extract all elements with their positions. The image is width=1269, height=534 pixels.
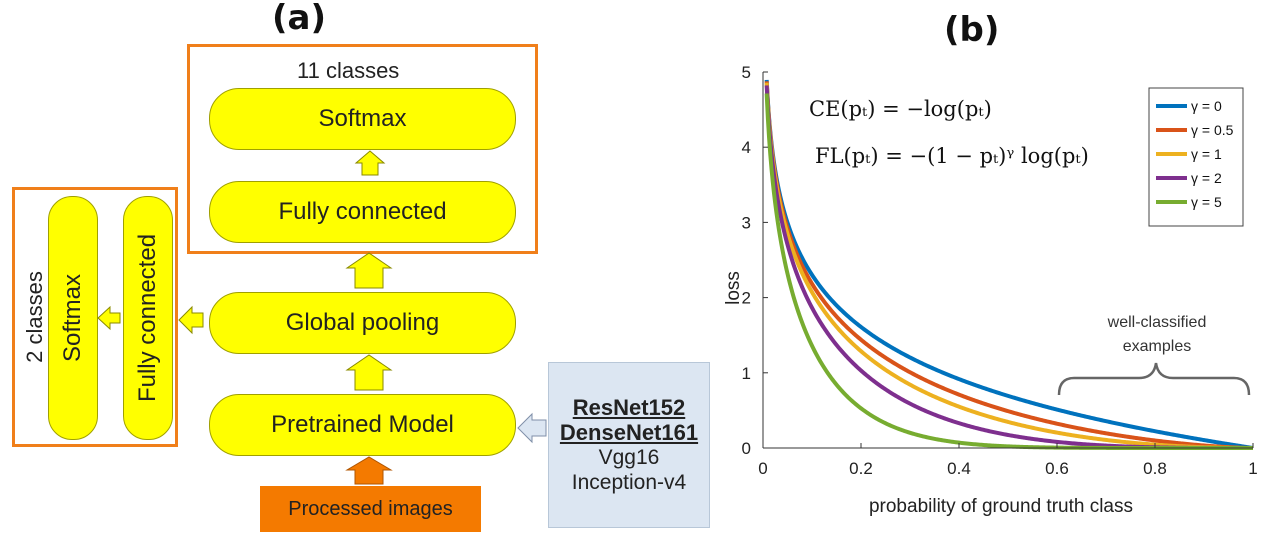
formula-ce: CE(pₜ) = −log(pₜ) (809, 97, 992, 121)
arrow-fc-to-softmax (354, 150, 386, 176)
y-tick-label: 3 (742, 213, 751, 232)
y-tick-label: 4 (742, 138, 751, 157)
global-pooling-node: Global pooling (209, 292, 516, 354)
legend: γ = 0 γ = 0.5 γ = 1 γ = 2 γ = 5 (1148, 87, 1244, 227)
x-axis-label: probability of ground truth class (869, 496, 1133, 517)
fully-connected-top-node: Fully connected (209, 181, 516, 243)
x-tick-label: 0.2 (849, 459, 873, 478)
x-tick-label: 0.6 (1045, 459, 1069, 478)
arrow-pool-to-side-fc (178, 305, 204, 335)
y-tick-label: 1 (742, 364, 751, 383)
legend-label: γ = 1 (1191, 146, 1222, 162)
x-tick-label: 0.4 (947, 459, 971, 478)
arrow-models-to-pretrained (517, 412, 547, 444)
backbone-models-box: ResNet152 DenseNet161 Vgg16 Inception-v4 (548, 362, 710, 528)
arrow-model-to-pool (345, 354, 393, 391)
annotation-line-2: examples (1123, 338, 1191, 355)
two-classes-box (12, 187, 178, 447)
x-tick-label: 1 (1248, 459, 1257, 478)
curve-gamma-0-5 (764, 81, 1254, 450)
arrow-images-to-model (345, 456, 393, 485)
legend-label: γ = 0.5 (1191, 122, 1234, 138)
y-axis-label: loss (723, 271, 744, 305)
processed-images-node: Processed images (260, 486, 481, 532)
model-densenet161: DenseNet161 (559, 420, 699, 445)
fully-connected-side-node: Fully connected (123, 196, 173, 440)
softmax-side-node: Softmax (48, 196, 98, 440)
arrow-pool-to-fc (345, 252, 393, 289)
panel-a-label: (a) (272, 0, 327, 38)
well-classified-brace (1057, 362, 1251, 396)
eleven-classes-label: 11 classes (297, 58, 400, 83)
panel-a-arrows (97, 150, 547, 485)
legend-label: γ = 0 (1191, 98, 1222, 114)
y-tick-label: 0 (742, 439, 751, 458)
legend-label: γ = 2 (1191, 170, 1222, 186)
model-vgg16: Vgg16 (598, 446, 660, 469)
y-tick-label: 2 (742, 289, 751, 308)
eleven-classes-box (187, 44, 538, 254)
arrow-side-fc-to-softmax (97, 305, 121, 331)
softmax-top-node: Softmax (209, 88, 516, 150)
curve-gamma-0 (764, 79, 1254, 450)
annotation-line-1: well-classified (1107, 314, 1207, 331)
x-tick-label: 0.8 (1143, 459, 1167, 478)
x-tick-label: 0 (758, 459, 767, 478)
legend-label: γ = 5 (1191, 194, 1222, 210)
model-resnet152: ResNet152 (572, 395, 686, 420)
panel-b-label: (b) (944, 10, 1000, 50)
y-tick-label: 5 (742, 63, 751, 82)
focal-loss-chart: 0 0.2 0.4 0.6 0.8 1 0 1 2 3 4 5 probability of gro… (723, 63, 1258, 517)
formula-fl: FL(pₜ) = −(1 − pₜ)ᵞ log(pₜ) (815, 144, 1089, 168)
model-inception-v4: Inception-v4 (571, 471, 687, 494)
pretrained-model-node: Pretrained Model (209, 394, 516, 456)
